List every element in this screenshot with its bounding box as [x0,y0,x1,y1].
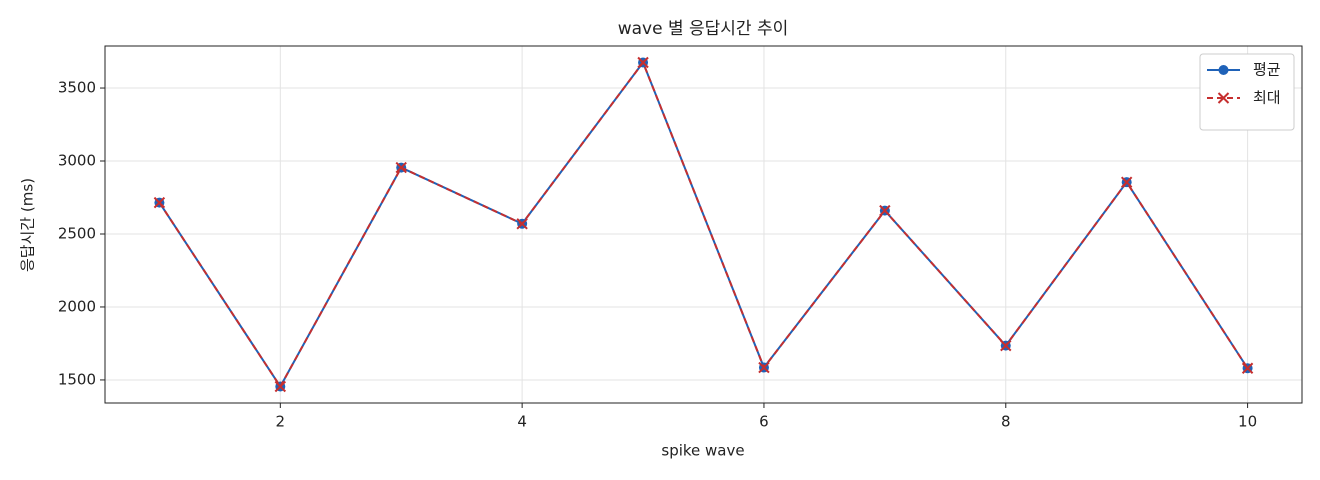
marker [516,218,528,230]
y-tick-label: 1500 [58,370,96,388]
y-tick-label: 3500 [58,79,96,97]
marker [637,56,649,69]
x-tick-label: 10 [1238,413,1257,431]
plot-frame [104,45,1303,404]
y-tick-label: 3000 [58,152,96,170]
y-tick-label: 2500 [58,224,96,242]
marker [758,361,770,374]
y-tick-label: 2000 [58,297,96,315]
legend-label: 최대 [1253,89,1281,107]
legend-marker [1218,65,1229,75]
marker [153,196,166,209]
chart-title: wave 별 응답시간 추이 [618,19,789,39]
series-line [158,60,1249,389]
legend-label: 평균 [1253,61,1281,79]
x-tick-label: 8 [1001,413,1011,431]
marker [395,161,407,174]
marker [274,380,287,393]
x-tick-label: 6 [759,413,769,431]
x-tick-label: 2 [276,413,286,431]
marker [1000,339,1012,352]
x-tick-label: 4 [517,413,527,431]
y-axis-label: 응답시간 (ms) [19,178,37,272]
marker [1120,176,1133,188]
marker [1241,362,1254,374]
legend-marker [1217,92,1230,104]
x-axis-label: spike wave [661,442,744,460]
marker [879,204,891,217]
series-line [158,60,1249,389]
